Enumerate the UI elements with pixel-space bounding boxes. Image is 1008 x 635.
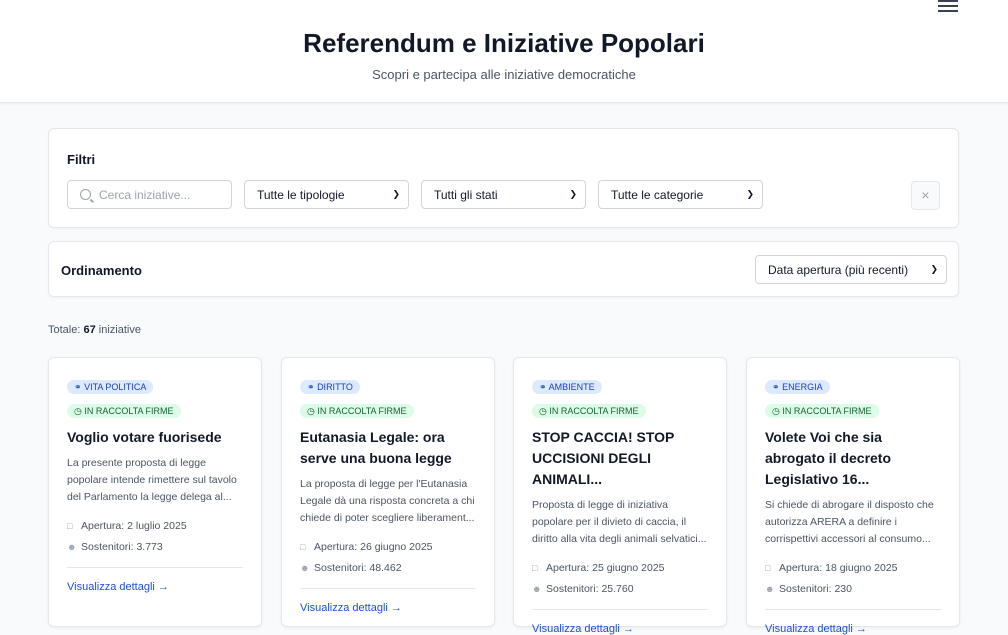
opening-text: Apertura: 18 giugno 2025 [779, 562, 898, 574]
filters-label: Filtri [67, 152, 96, 167]
supporters-count: ☻ Sostenitori: 3.773 [67, 537, 243, 558]
page-subtitle: Scopri e partecipa alle iniziative democ… [372, 67, 636, 82]
initiative-card: ⚭ ENERGIA ◷ IN RACCOLTA FIRME Volete Voi… [746, 357, 960, 635]
view-details-link[interactable]: Visualizza dettagli → [300, 602, 402, 614]
sort-label: Ordinamento [61, 263, 142, 278]
category-text: VITA POLITICA [84, 382, 147, 392]
opening-text: Apertura: 26 giugno 2025 [314, 541, 433, 553]
clock-icon: ◷ [74, 406, 82, 416]
clock-icon: ◷ [307, 406, 315, 416]
clock-icon: ◷ [539, 406, 547, 416]
status-text: IN RACCOLTA FIRME [84, 406, 174, 416]
total-number: 67 [83, 324, 96, 336]
search-placeholder: Cerca iniziative... [99, 187, 191, 202]
sort-value: Data apertura (più recenti) [768, 262, 909, 277]
users-icon: ☻ [532, 584, 542, 594]
chevron-down-icon: ❯ [569, 189, 577, 199]
stato-value: Tutti gli stati [434, 187, 498, 202]
users-icon: ☻ [765, 584, 775, 594]
supporters-text: Sostenitori: 230 [779, 583, 852, 595]
opening-text: Apertura: 2 luglio 2025 [81, 520, 187, 532]
supporters-count: ☻ Sostenitori: 230 [765, 579, 941, 600]
initiative-card: ⚭ AMBIENTE ◷ IN RACCOLTA FIRME STOP CACC… [513, 357, 727, 635]
tipologia-value: Tutte le tipologie [257, 187, 345, 202]
chevron-down-icon: ❯ [392, 189, 400, 199]
search-icon [80, 189, 91, 200]
opening-date: □ Apertura: 26 giugno 2025 [300, 537, 476, 558]
initiative-card: ⚭ DIRITTO ◷ IN RACCOLTA FIRME Eutanasia … [281, 357, 495, 627]
supporters-count: ☻ Sostenitori: 25.760 [532, 579, 708, 600]
card-description: Proposta di legge di iniziativa popolare… [532, 499, 707, 545]
opening-text: Apertura: 25 giugno 2025 [546, 562, 665, 574]
calendar-icon: □ [532, 563, 538, 573]
categoria-select[interactable]: Tutte le categorie ❯ [598, 180, 763, 209]
card-title[interactable]: Volete Voi che sia abrogato il decreto L… [765, 429, 892, 487]
supporters-text: Sostenitori: 25.760 [546, 583, 634, 595]
stato-select[interactable]: Tutti gli stati ❯ [421, 180, 586, 209]
initiative-card: ⚭ VITA POLITICA ◷ IN RACCOLTA FIRME Vogl… [48, 357, 262, 627]
category-badge: ⚭ DIRITTO [300, 380, 360, 394]
page-title: Referendum e Iniziative Popolari [303, 28, 705, 58]
users-icon: ☻ [67, 542, 77, 552]
category-badge: ⚭ VITA POLITICA [67, 380, 154, 394]
status-badge: ◷ IN RACCOLTA FIRME [67, 404, 181, 418]
categoria-value: Tutte le categorie [611, 187, 704, 202]
chevron-down-icon: ❯ [930, 264, 938, 274]
card-title[interactable]: Voglio votare fuorisede [67, 429, 222, 445]
page-header: Referendum e Iniziative Popolari Scopri … [0, 0, 1008, 103]
supporters-text: Sostenitori: 3.773 [81, 541, 163, 553]
supporters-text: Sostenitori: 48.462 [314, 562, 402, 574]
clear-filters-button[interactable]: × [911, 181, 940, 210]
card-title[interactable]: STOP CACCIA! STOP UCCISIONI DEGLI ANIMAL… [532, 429, 675, 487]
status-text: IN RACCOLTA FIRME [549, 406, 639, 416]
status-text: IN RACCOLTA FIRME [317, 406, 407, 416]
users-icon: ☻ [300, 563, 310, 573]
sort-select[interactable]: Data apertura (più recenti) ❯ [755, 255, 947, 284]
status-text: IN RACCOLTA FIRME [782, 406, 872, 416]
category-badge: ⚭ AMBIENTE [532, 380, 602, 394]
divider [67, 567, 243, 568]
status-badge: ◷ IN RACCOLTA FIRME [532, 404, 646, 418]
hamburger-menu-icon[interactable] [938, 0, 958, 12]
opening-date: □ Apertura: 18 giugno 2025 [765, 558, 941, 579]
status-badge: ◷ IN RACCOLTA FIRME [300, 404, 414, 418]
clock-icon: ◷ [772, 406, 780, 416]
card-description: La presente proposta di legge popolare i… [67, 457, 237, 503]
category-text: ENERGIA [782, 382, 823, 392]
total-suffix: iniziative [98, 324, 141, 336]
divider [300, 588, 476, 589]
calendar-icon: □ [765, 563, 771, 573]
card-description: Si chiede di abrogare il disposto che au… [765, 499, 934, 545]
category-text: AMBIENTE [548, 382, 595, 392]
category-badge: ⚭ ENERGIA [765, 380, 830, 394]
tipologia-select[interactable]: Tutte le tipologie ❯ [244, 180, 409, 209]
tag-icon: ⚭ [772, 382, 780, 392]
view-details-link[interactable]: Visualizza dettagli → [765, 623, 867, 635]
total-count: Totale: 67 iniziative [48, 324, 141, 336]
opening-date: □ Apertura: 25 giugno 2025 [532, 558, 708, 579]
supporters-count: ☻ Sostenitori: 48.462 [300, 558, 476, 579]
view-details-link[interactable]: Visualizza dettagli → [67, 581, 169, 593]
view-details-link[interactable]: Visualizza dettagli → [532, 623, 634, 635]
total-prefix: Totale: [48, 324, 81, 336]
category-text: DIRITTO [317, 382, 353, 392]
opening-date: □ Apertura: 2 luglio 2025 [67, 516, 243, 537]
calendar-icon: □ [67, 521, 73, 531]
status-badge: ◷ IN RACCOLTA FIRME [765, 404, 879, 418]
search-input[interactable]: Cerca iniziative... [67, 180, 232, 209]
sort-panel: Ordinamento Data apertura (più recenti) ❯ [48, 241, 959, 297]
tag-icon: ⚭ [74, 382, 82, 392]
filters-panel: Filtri Cerca iniziative... Tutte le tipo… [48, 128, 959, 228]
card-title[interactable]: Eutanasia Legale: ora serve una buona le… [300, 429, 452, 466]
card-description: La proposta di legge per l'Eutanasia Leg… [300, 478, 475, 524]
calendar-icon: □ [300, 542, 306, 552]
tag-icon: ⚭ [539, 382, 547, 392]
tag-icon: ⚭ [307, 382, 315, 392]
chevron-down-icon: ❯ [746, 189, 754, 199]
